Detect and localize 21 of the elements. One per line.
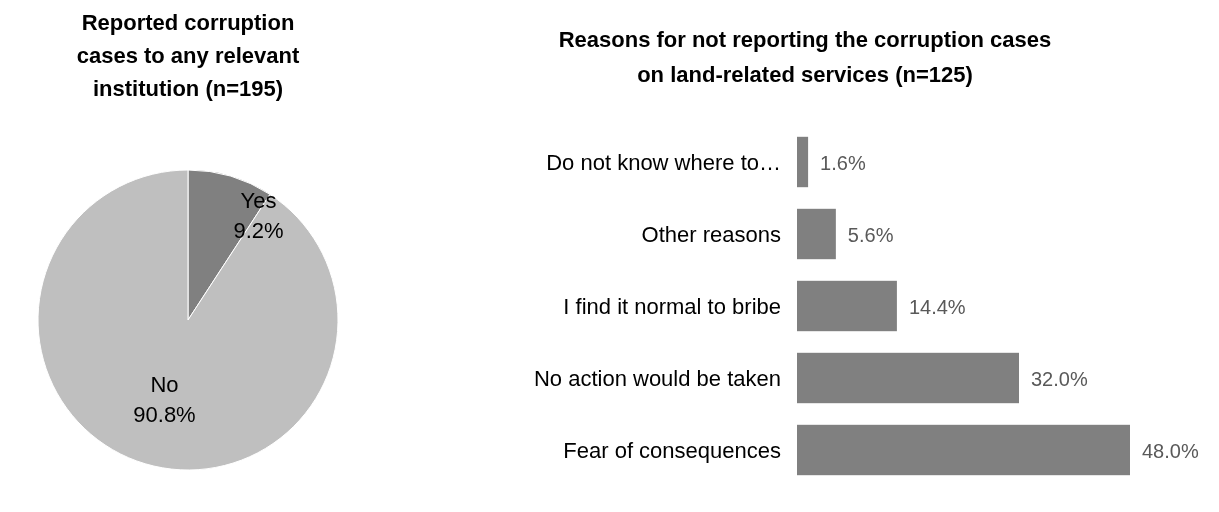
bar (797, 280, 897, 332)
y-tick-label: I find it normal to bribe (563, 294, 781, 319)
slice-label: No (150, 372, 179, 398)
bar (797, 136, 809, 188)
bar (797, 352, 1019, 404)
data-label: 32.0% (1031, 368, 1088, 390)
bar (797, 208, 836, 260)
y-tick-label: Do not know where to… (546, 150, 781, 175)
data-label: 90.8% (133, 402, 196, 428)
y-tick-label: No action would be taken (533, 366, 781, 391)
y-tick-label: Other reasons (641, 222, 781, 247)
chart-title: Reasons for not reporting the corruption cases on land-related services (n=125) (558, 27, 1052, 87)
data-label: 48.0% (1142, 440, 1199, 462)
pie-slice (37, 169, 339, 471)
chart-title: Reported corruption cases to any relevant institution (n=195) (76, 10, 300, 101)
y-tick-label: Fear of consequences (563, 438, 781, 463)
bar (797, 424, 1130, 476)
data-label: 14.4% (908, 296, 966, 318)
data-label: 1.6% (820, 152, 866, 174)
data-label: 9.2% (233, 218, 284, 243)
data-label: 5.6% (847, 224, 894, 246)
